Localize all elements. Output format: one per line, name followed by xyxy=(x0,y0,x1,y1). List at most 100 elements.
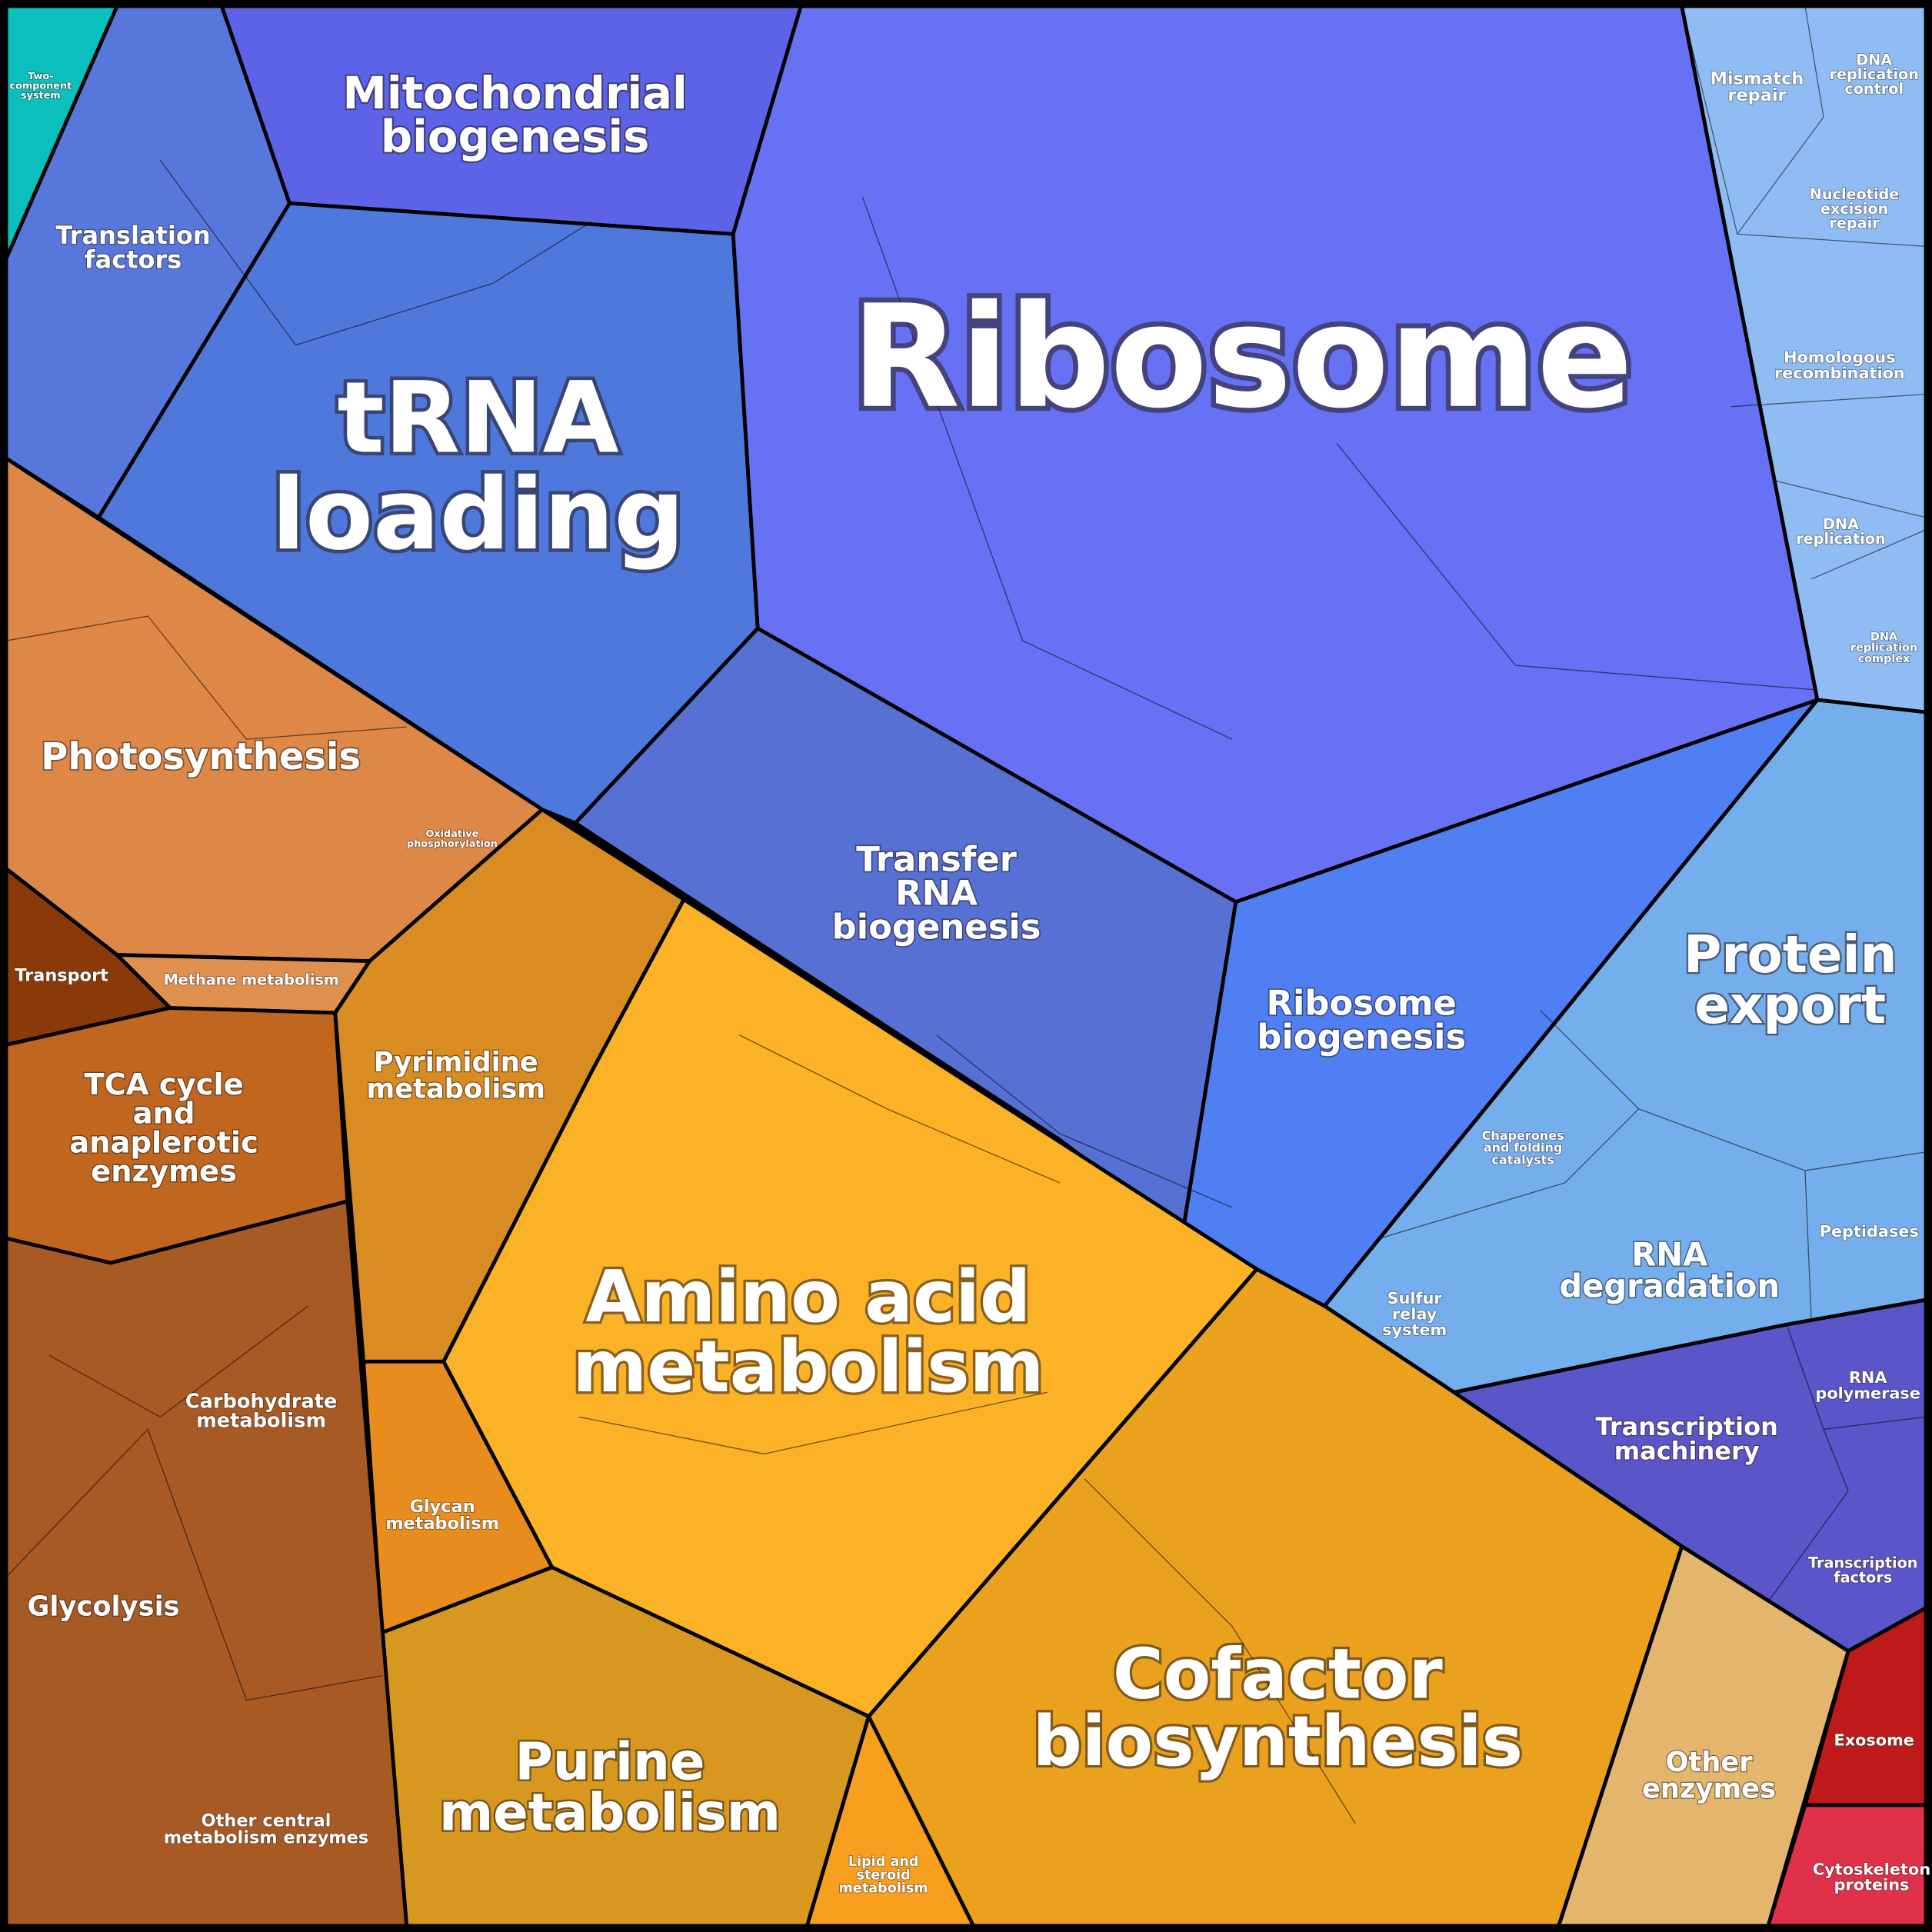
cell-label: factors xyxy=(85,245,182,274)
cell-label: Exosome xyxy=(1834,1731,1914,1750)
cell-label: Carbohydrate xyxy=(185,1390,338,1413)
cell-label: catalysts xyxy=(1491,1152,1554,1167)
cell-label: Mismatch xyxy=(1710,68,1804,88)
cell-label: factors xyxy=(1834,1569,1892,1587)
cell-label: biosynthesis xyxy=(1033,1702,1523,1782)
cell-label: Methane metabolism xyxy=(164,971,339,989)
cell-label: Purine xyxy=(515,1731,705,1791)
cell-label: anaplerotic xyxy=(69,1125,258,1160)
cell-border xyxy=(159,159,592,346)
cell-label: Chaperones xyxy=(1482,1128,1564,1143)
cell-label: biogenesis xyxy=(1257,1017,1466,1058)
cell-label: degradation xyxy=(1559,1267,1780,1304)
cell-label: steroid xyxy=(857,1867,911,1883)
cell-label: repair xyxy=(1727,85,1786,105)
cell-label: Glycan xyxy=(410,1497,475,1517)
cell-label: Translation xyxy=(55,221,210,250)
cell-label: Oxidative xyxy=(426,828,479,840)
cell-label: metabolism xyxy=(839,1881,928,1897)
cell-label: Two- xyxy=(28,71,53,82)
cell-label: and folding xyxy=(1484,1141,1563,1155)
cell-label: replication xyxy=(1850,642,1917,655)
cell-label: excision xyxy=(1820,200,1888,218)
cell-label: Transfer xyxy=(856,839,1017,880)
cell-label: complex xyxy=(1858,653,1910,665)
cell-label: Ribosome xyxy=(851,275,1634,440)
cell-label: RNA xyxy=(895,873,978,914)
cell-label: control xyxy=(1844,80,1904,98)
cell-label: Other xyxy=(1665,1747,1753,1778)
cell-label: Transport xyxy=(15,965,108,985)
cell-label: relay xyxy=(1392,1304,1437,1323)
regions xyxy=(4,4,1928,1928)
cell-border xyxy=(861,197,1233,740)
cell-border xyxy=(1380,1108,1640,1239)
cell-label: Nucleotide xyxy=(1810,185,1900,203)
cell-label: replication xyxy=(1796,530,1885,548)
cell-label: enzymes xyxy=(1642,1773,1776,1804)
cell-border xyxy=(738,1034,1061,1184)
cell-label: repair xyxy=(1829,215,1880,232)
cell-label: component xyxy=(10,81,72,92)
cell-border xyxy=(1767,1324,1849,1603)
cell-label: metabolism xyxy=(439,1782,781,1842)
cell-border xyxy=(1737,5,1824,235)
cell-label: biogenesis xyxy=(381,111,650,163)
cell-border xyxy=(1084,1477,1356,1824)
cell-border xyxy=(936,1034,1233,1208)
cell-label: tRNA xyxy=(337,361,618,476)
cell-label: metabolism xyxy=(385,1514,499,1534)
cell-label: recombination xyxy=(1774,364,1905,382)
cell-label: Peptidases xyxy=(1820,1222,1919,1241)
cell-label: Cofactor xyxy=(1113,1634,1443,1714)
cell-label: Protein xyxy=(1684,924,1897,984)
cell-border xyxy=(1823,1416,1927,1431)
cell-label: Ribosome xyxy=(1267,983,1457,1024)
cell-label: metabolism xyxy=(196,1409,326,1432)
cell-label: metabolism xyxy=(367,1073,546,1104)
cell-label: DNA xyxy=(1870,631,1898,644)
cell-border xyxy=(1681,5,1927,248)
cell-label: Pyrimidine xyxy=(374,1047,538,1078)
cell-label: DNA xyxy=(1823,515,1859,533)
cell-label: system xyxy=(1382,1321,1447,1339)
cell-label: Transcription xyxy=(1808,1554,1917,1572)
cell-label: biogenesis xyxy=(832,907,1041,948)
cell-label: polymerase xyxy=(1815,1384,1920,1403)
cell-label: Lipid and xyxy=(848,1854,919,1870)
cell-label: proteins xyxy=(1834,1876,1910,1894)
cell-label: replication xyxy=(1829,65,1918,83)
cell-label: DNA xyxy=(1856,51,1892,68)
cell-border xyxy=(5,1428,382,1701)
cell-label: and xyxy=(133,1097,195,1131)
cell-border xyxy=(578,1391,1048,1455)
cell-label: Photosynthesis xyxy=(41,735,361,778)
cell-label: RNA xyxy=(1849,1368,1887,1387)
labels: Two-componentsystemTranslationfactorsMit… xyxy=(9,51,1931,1897)
cell-border xyxy=(1540,1010,1927,1171)
cell-label: loading xyxy=(271,458,685,572)
cell-border xyxy=(1810,529,1927,580)
cell-label: phosphorylation xyxy=(407,838,498,850)
cell-label: Sulfur xyxy=(1387,1289,1443,1307)
cell-label: Amino acid xyxy=(585,1255,1031,1338)
cell-border xyxy=(1730,393,1927,518)
cell-label: Cytoskeleton xyxy=(1813,1860,1930,1878)
cell-border xyxy=(48,1305,308,1418)
cell-border xyxy=(1336,443,1818,691)
cell-border xyxy=(5,615,407,740)
cell-label: metabolism xyxy=(572,1325,1044,1408)
cell-label: RNA xyxy=(1631,1235,1708,1273)
cell-label: Homologous xyxy=(1784,348,1896,367)
region xyxy=(4,1199,409,1928)
cell-label: export xyxy=(1694,975,1886,1035)
cell-label: enzymes xyxy=(91,1154,237,1189)
cell-label: TCA cycle xyxy=(84,1068,243,1102)
cell-borders xyxy=(5,5,1927,1824)
cell-border xyxy=(1804,1170,1812,1319)
cell-label: Glycolysis xyxy=(28,1591,180,1623)
cell-label: system xyxy=(21,90,61,102)
cell-label: Other central xyxy=(202,1811,331,1831)
cell-label: machinery xyxy=(1614,1436,1760,1465)
